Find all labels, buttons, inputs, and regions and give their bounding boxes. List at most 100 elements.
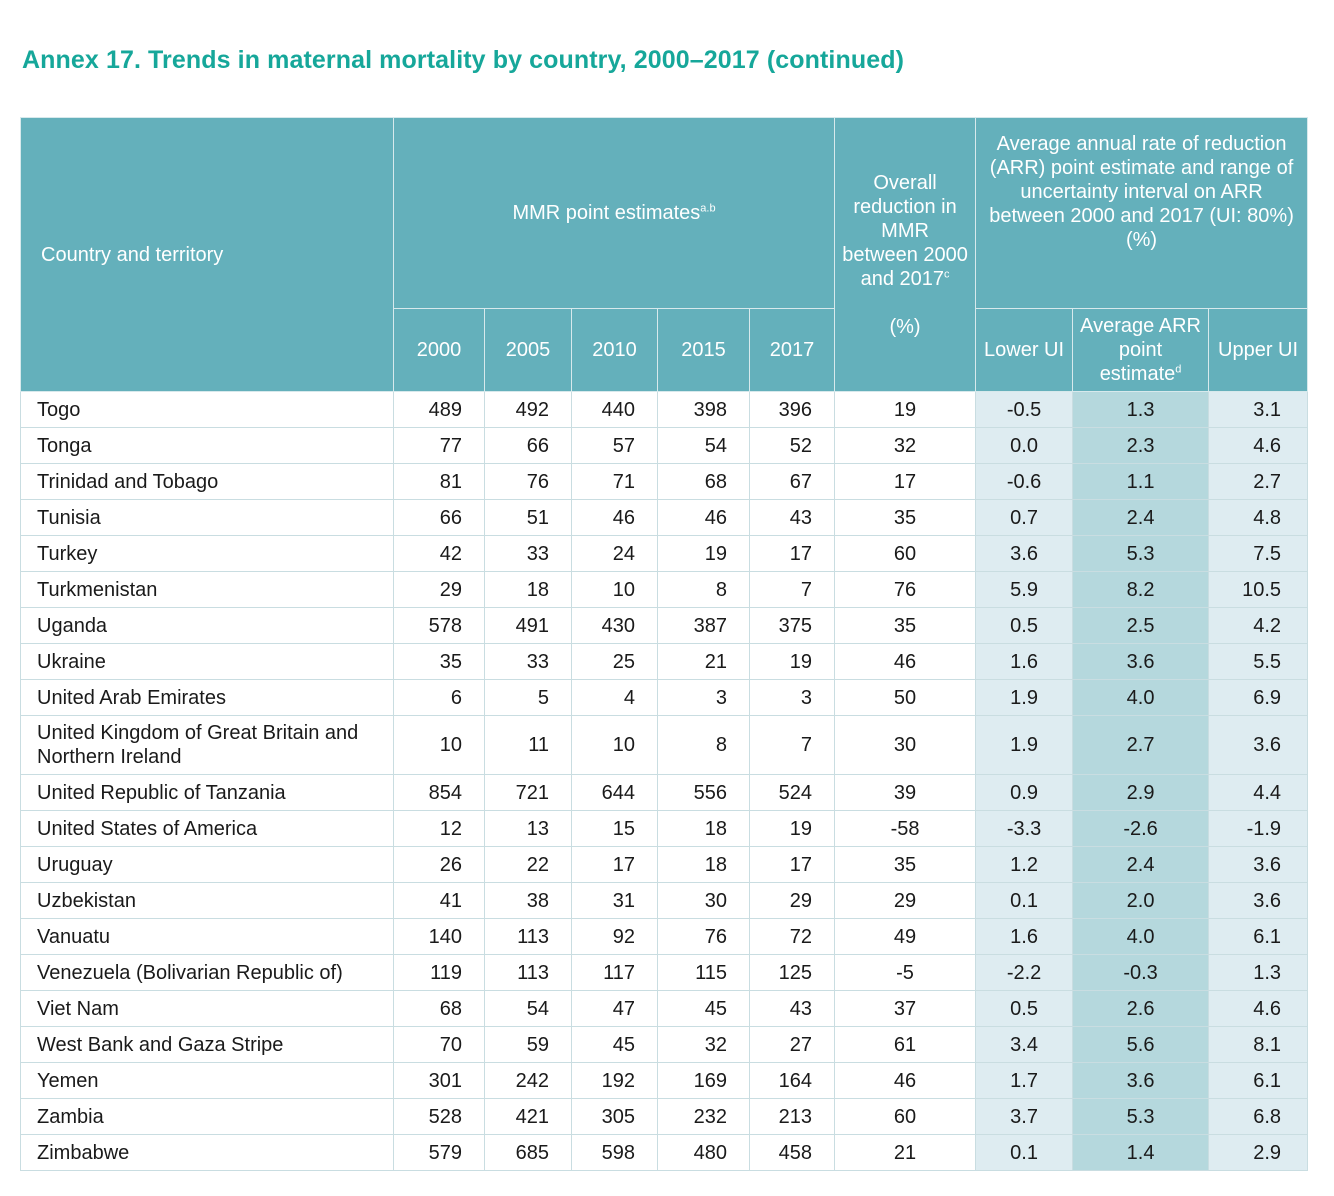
country-cell: Viet Nam [20, 990, 394, 1027]
overall-reduction-cell: 39 [834, 774, 977, 811]
header-arr-unit: (%) [1125, 229, 1158, 251]
mmr-cell: 68 [657, 463, 750, 500]
mmr-cell: 17 [748, 846, 836, 883]
mmr-cell: 67 [748, 463, 836, 500]
header-overall-footnote: c [944, 267, 950, 280]
mmr-cell: 556 [657, 774, 750, 811]
country-cell: Yemen [20, 1062, 394, 1099]
mmr-cell: 854 [393, 774, 485, 811]
mmr-cell: 77 [393, 427, 485, 464]
mmr-cell: 10 [571, 571, 658, 608]
mmr-cell: 31 [571, 882, 658, 919]
country-cell: Vanuatu [20, 918, 394, 955]
table-row: Zimbabwe 579 685 598 480 458 21 0.1 1.4 2.9 [20, 1134, 1309, 1171]
overall-reduction-cell: 49 [834, 918, 977, 955]
table-body: Togo 489 492 440 398 396 19 -0.5 1.3 3.1 Tonga 77 66… [20, 391, 1309, 1171]
lower-ui-cell: 3.7 [975, 1098, 1074, 1135]
mmr-cell: 68 [393, 990, 485, 1027]
mmr-cell: 10 [393, 715, 485, 775]
mmr-cell: 192 [571, 1062, 658, 1099]
table-row: Viet Nam 68 54 47 45 43 37 0.5 2.6 4.6 [20, 990, 1309, 1027]
country-cell: Tonga [20, 427, 394, 464]
overall-reduction-cell: 76 [834, 571, 977, 608]
header-year-2010: 2010 [571, 308, 658, 392]
mmr-cell: 119 [393, 954, 485, 991]
avg-arr-cell: 3.6 [1072, 643, 1210, 680]
lower-ui-cell: 1.9 [975, 715, 1074, 775]
mmr-cell: 721 [484, 774, 572, 811]
table-row: Trinidad and Tobago 81 76 71 68 67 17 -0.6 1.1 2.… [20, 463, 1309, 500]
avg-arr-cell: 1.3 [1072, 391, 1210, 428]
mmr-cell: 33 [484, 643, 572, 680]
mmr-cell: 59 [484, 1026, 572, 1063]
mmr-cell: 18 [484, 571, 572, 608]
mmr-cell: 524 [748, 774, 836, 811]
overall-reduction-cell: 46 [834, 1062, 977, 1099]
avg-arr-cell: 2.0 [1072, 882, 1210, 919]
mmr-cell: 4 [571, 679, 658, 716]
mmr-cell: 17 [748, 535, 836, 572]
overall-reduction-cell: 17 [834, 463, 977, 500]
mmr-cell: 35 [393, 643, 485, 680]
overall-reduction-cell: 37 [834, 990, 977, 1027]
mmr-cell: 396 [748, 391, 836, 428]
mmr-cell: 458 [748, 1134, 836, 1171]
avg-arr-cell: 5.3 [1072, 535, 1210, 572]
mmr-cell: 29 [748, 882, 836, 919]
upper-ui-cell: 6.1 [1208, 918, 1309, 955]
mmr-cell: 29 [393, 571, 485, 608]
mmr-cell: 140 [393, 918, 485, 955]
overall-reduction-cell: 21 [834, 1134, 977, 1171]
country-cell: Tunisia [20, 499, 394, 536]
avg-arr-cell: 8.2 [1072, 571, 1210, 608]
mmr-cell: 32 [657, 1026, 750, 1063]
table-row: United Kingdom of Great Britain and Nort… [20, 715, 1309, 775]
avg-arr-cell: 4.0 [1072, 918, 1210, 955]
mmr-cell: 3 [748, 679, 836, 716]
mmr-cell: 169 [657, 1062, 750, 1099]
mmr-cell: 66 [484, 427, 572, 464]
mmr-cell: 685 [484, 1134, 572, 1171]
upper-ui-cell: 6.8 [1208, 1098, 1309, 1135]
avg-arr-cell: 2.4 [1072, 499, 1210, 536]
upper-ui-cell: 3.1 [1208, 391, 1309, 428]
avg-arr-cell: 5.6 [1072, 1026, 1210, 1063]
mmr-cell: 125 [748, 954, 836, 991]
table-row: United Arab Emirates 6 5 4 3 3 50 1.9 4.0 6.9 [20, 679, 1309, 716]
mmr-cell: 579 [393, 1134, 485, 1171]
mmr-cell: 76 [484, 463, 572, 500]
upper-ui-cell: 3.6 [1208, 715, 1309, 775]
mmr-cell: 8 [657, 571, 750, 608]
lower-ui-cell: 3.4 [975, 1026, 1074, 1063]
mmr-cell: 232 [657, 1098, 750, 1135]
mmr-cell: 46 [657, 499, 750, 536]
overall-reduction-cell: 46 [834, 643, 977, 680]
mmr-cell: 6 [393, 679, 485, 716]
mmr-cell: 26 [393, 846, 485, 883]
upper-ui-cell: 4.6 [1208, 427, 1309, 464]
mmr-cell: 7 [748, 571, 836, 608]
table-row: Tonga 77 66 57 54 52 32 0.0 2.3 4.6 [20, 427, 1309, 464]
avg-arr-cell: 1.1 [1072, 463, 1210, 500]
mmr-cell: 17 [571, 846, 658, 883]
overall-reduction-cell: 61 [834, 1026, 977, 1063]
table-row: Turkmenistan 29 18 10 8 7 76 5.9 8.2 10.5 [20, 571, 1309, 608]
lower-ui-cell: 1.6 [975, 643, 1074, 680]
upper-ui-cell: 4.4 [1208, 774, 1309, 811]
upper-ui-cell: 2.9 [1208, 1134, 1309, 1171]
mmr-cell: 24 [571, 535, 658, 572]
mmr-cell: 8 [657, 715, 750, 775]
mmr-cell: 375 [748, 607, 836, 644]
table-row: Togo 489 492 440 398 396 19 -0.5 1.3 3.1 [20, 391, 1309, 428]
mmr-cell: 430 [571, 607, 658, 644]
mmr-cell: 113 [484, 918, 572, 955]
avg-arr-cell: 2.3 [1072, 427, 1210, 464]
country-cell: United Republic of Tanzania [20, 774, 394, 811]
mmr-cell: 578 [393, 607, 485, 644]
overall-reduction-cell: 35 [834, 846, 977, 883]
lower-ui-cell: 1.2 [975, 846, 1074, 883]
avg-arr-cell: 4.0 [1072, 679, 1210, 716]
mmr-cell: 19 [748, 643, 836, 680]
header-mmr: MMR point estimatesa.b [392, 117, 836, 309]
mmr-cell: 113 [484, 954, 572, 991]
